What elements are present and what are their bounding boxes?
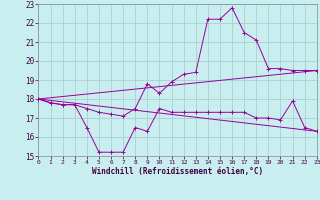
X-axis label: Windchill (Refroidissement éolien,°C): Windchill (Refroidissement éolien,°C) xyxy=(92,167,263,176)
